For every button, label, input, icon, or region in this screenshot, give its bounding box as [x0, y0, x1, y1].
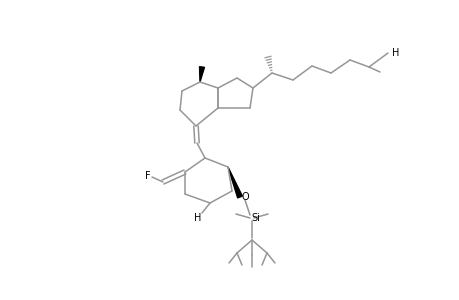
Polygon shape: [228, 167, 242, 198]
Text: F: F: [145, 171, 151, 181]
Text: H: H: [194, 213, 201, 223]
Text: O: O: [241, 192, 248, 202]
Text: H: H: [392, 48, 399, 58]
Polygon shape: [199, 67, 204, 82]
Text: Si: Si: [251, 213, 260, 223]
